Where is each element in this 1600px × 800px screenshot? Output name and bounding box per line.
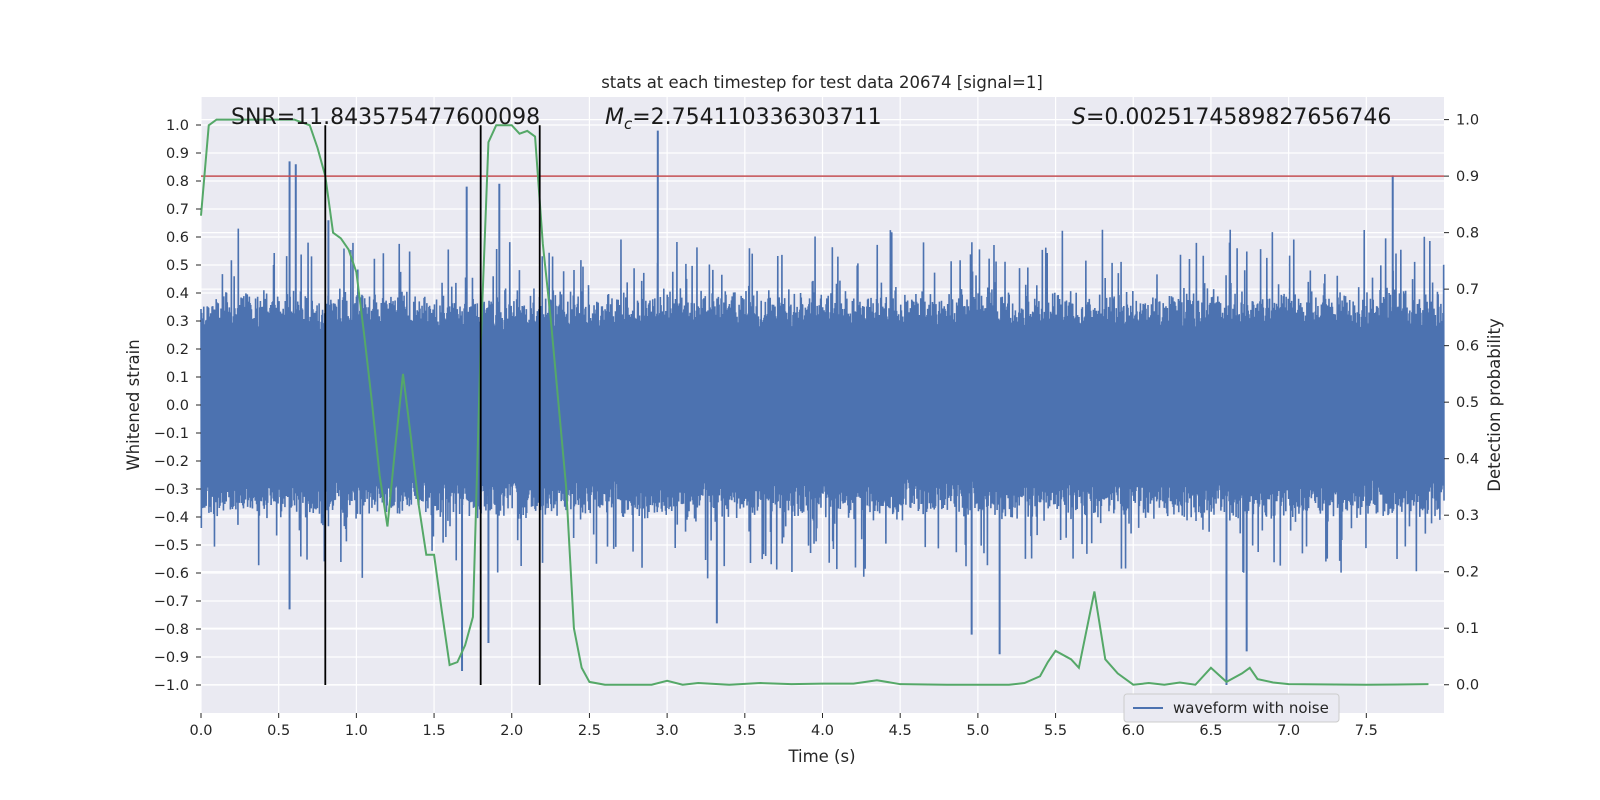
x-tick-label: 5.0: [966, 723, 989, 739]
s-annotation: S=0.002517458982765​6746: [1072, 105, 1391, 130]
mc-value: =2.754110336303711: [632, 105, 881, 130]
probability-line: [200, 118, 1429, 686]
legend: waveform with noise: [1123, 693, 1340, 723]
y-left-tick-label: 0.2: [166, 342, 189, 358]
waveform-series: [200, 130, 1445, 685]
s-symbol: S: [1072, 105, 1086, 130]
x-tick-label: 6.5: [1199, 723, 1222, 739]
probability-series: [200, 118, 1429, 686]
y-right-tick-label: 0.4: [1456, 452, 1479, 468]
y-right-tick-label: 0.5: [1456, 395, 1479, 411]
y-left-tick-label: 0.1: [166, 370, 189, 386]
vertical-lines: [324, 125, 541, 685]
x-tick-label: 0.0: [189, 723, 212, 739]
y-left-tick-label: 0.3: [166, 314, 189, 330]
y-left-tick-label: 0.8: [166, 174, 189, 190]
x-tick-label: 1.5: [423, 723, 446, 739]
y-left-tick-label: −0.9: [154, 650, 189, 666]
y-left-tick-label: 0.7: [166, 202, 189, 218]
y-left-tick-label: −0.6: [154, 566, 189, 582]
y-left-tick-label: 1.0: [166, 118, 189, 134]
y-left-tick-label: 0.0: [166, 398, 189, 414]
y-right-axis-ticks: 1.0 0.9 0.8 0.7 0.6 0.5 0.4 0.3 0.2 0.1 0.0: [1444, 113, 1479, 694]
y-right-tick-label: 0.1: [1456, 621, 1479, 637]
x-axis-label: Time (s): [787, 747, 855, 766]
snr-annotation: SNR=11.843575477600098: [231, 105, 540, 130]
y-left-tick-label: −0.1: [154, 426, 189, 442]
y-right-tick-label: 0.2: [1456, 565, 1479, 581]
x-tick-label: 3.0: [656, 723, 679, 739]
x-tick-label: 6.0: [1122, 723, 1145, 739]
s-value: =0.002517458982765​6746: [1086, 105, 1391, 130]
chart-title: stats at each timestep for test data 206…: [601, 73, 1043, 92]
y-left-tick-label: 0.6: [166, 230, 189, 246]
y-right-tick-label: 0.3: [1456, 508, 1479, 524]
x-tick-label: 4.0: [811, 723, 834, 739]
waveform-line: [200, 228, 1445, 579]
y-left-tick-label: 0.9: [166, 146, 189, 162]
legend-label-waveform: waveform with noise: [1173, 699, 1329, 717]
y-right-tick-label: 0.8: [1456, 226, 1479, 242]
x-tick-label: 5.5: [1044, 723, 1067, 739]
y-right-tick-label: 0.0: [1456, 678, 1479, 694]
y-left-tick-label: 0.5: [166, 258, 189, 274]
y-left-tick-label: −0.2: [154, 454, 189, 470]
y-left-tick-label: −0.4: [154, 510, 189, 526]
y-left-tick-label: −0.3: [154, 482, 189, 498]
y-left-tick-label: −0.8: [154, 622, 189, 638]
x-tick-label: 4.5: [889, 723, 912, 739]
y-right-tick-label: 0.6: [1456, 339, 1479, 355]
y-right-tick-label: 1.0: [1456, 113, 1479, 129]
y-left-tick-label: 0.4: [166, 286, 189, 302]
x-axis-ticks: 0.0 0.5 1.0 1.5 2.0 2.5 3.0 3.5 4.0 4.5 5.0 5.5 6.0 6…: [189, 713, 1378, 739]
x-tick-label: 1.0: [345, 723, 368, 739]
y-left-tick-label: −0.5: [154, 538, 189, 554]
y-left-axis-label: Whitened strain: [124, 339, 143, 470]
mc-subscript: c: [624, 115, 633, 133]
x-tick-label: 2.5: [578, 723, 601, 739]
x-tick-label: 7.0: [1277, 723, 1300, 739]
x-tick-label: 3.5: [733, 723, 756, 739]
y-left-axis-ticks: 1.0 0.9 0.8 0.7 0.6 0.5 0.4 0.3 0.2 0.1 0.0 −0.1 −0.…: [154, 118, 201, 694]
legend-box: [1123, 693, 1340, 723]
y-right-axis-label: Detection probability: [1485, 318, 1504, 492]
y-right-tick-label: 0.7: [1456, 282, 1479, 298]
x-tick-label: 0.5: [267, 723, 290, 739]
y-left-tick-label: −1.0: [154, 678, 189, 694]
y-right-tick-label: 0.9: [1456, 169, 1479, 185]
x-tick-label: 7.5: [1355, 723, 1378, 739]
x-tick-label: 2.0: [500, 723, 523, 739]
mc-symbol: M: [605, 105, 624, 130]
chirp-mass-annotation: Mc=2.754110336303711: [605, 105, 882, 133]
y-left-tick-label: −0.7: [154, 594, 189, 610]
